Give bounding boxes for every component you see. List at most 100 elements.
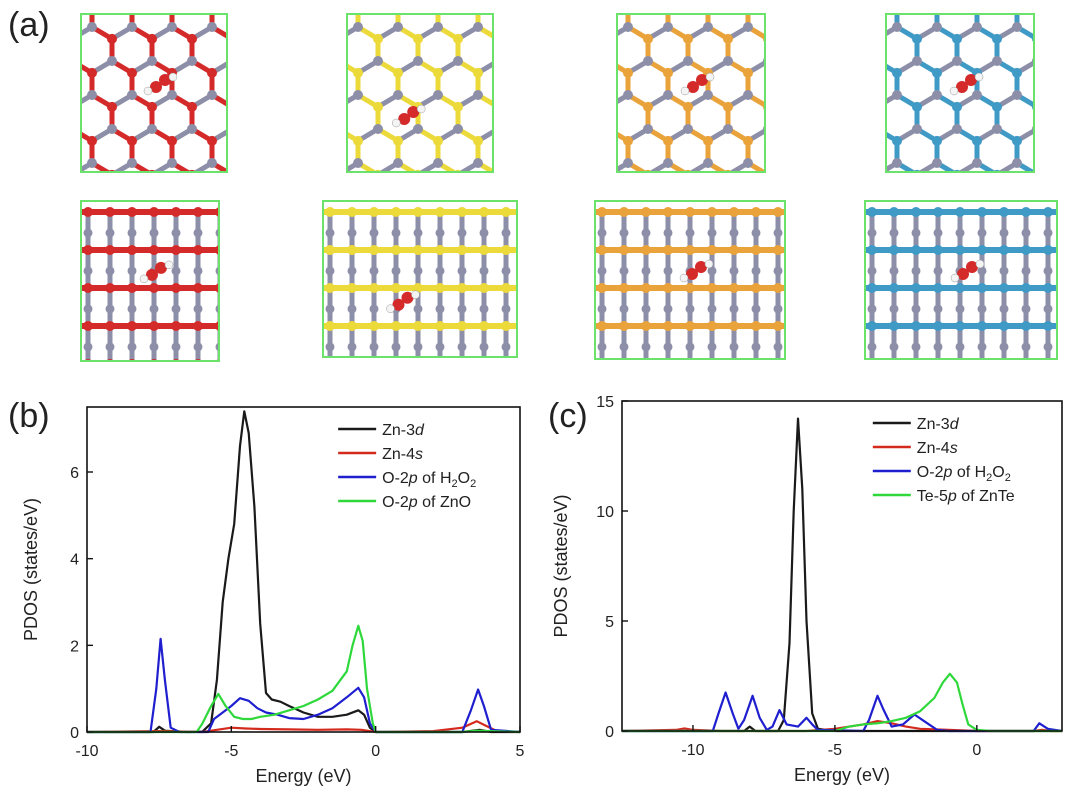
zn-atom — [83, 342, 93, 352]
anion-atom — [457, 283, 467, 293]
zn-atom — [413, 266, 423, 276]
anion-atom — [955, 359, 965, 360]
zn-atom — [87, 90, 97, 100]
anion-atom — [373, 33, 383, 44]
anion-atom — [87, 67, 97, 78]
zn-atom — [87, 22, 97, 32]
anion-atom — [992, 33, 1002, 44]
anion-atom — [933, 359, 943, 360]
anion-atom — [453, 33, 463, 44]
zn-atom — [773, 266, 783, 276]
anion-atom — [107, 359, 113, 360]
series-line — [86, 720, 521, 734]
structure-top-znse — [616, 13, 766, 173]
anion-atom — [105, 245, 115, 255]
legend-label: Zn-3d — [382, 422, 425, 439]
anion-atom — [707, 283, 717, 293]
y-tick-label: 5 — [605, 614, 614, 631]
anion-atom — [977, 321, 987, 331]
anion-atom — [457, 245, 467, 255]
oxygen-atom — [407, 106, 420, 118]
anion-atom — [597, 245, 607, 255]
anion-atom — [413, 321, 423, 331]
zn-atom — [911, 342, 921, 352]
anion-atom — [685, 321, 695, 331]
anion-atom — [215, 321, 218, 331]
hydrogen-atom — [386, 304, 395, 313]
zn-atom — [347, 342, 357, 352]
hydrogen-atom — [391, 118, 401, 128]
zn-atom — [373, 56, 383, 66]
anion-atom — [977, 359, 987, 360]
anion-atom — [149, 207, 159, 217]
anion-atom — [972, 135, 982, 146]
anion-atom — [457, 321, 467, 331]
zn-atom — [933, 228, 943, 238]
anion-atom — [108, 169, 116, 171]
anion-atom — [393, 67, 403, 78]
anion-atom — [207, 135, 217, 146]
zn-atom — [707, 266, 717, 276]
anion-atom — [171, 283, 181, 293]
anion-atom — [911, 321, 921, 331]
zn-atom — [83, 228, 93, 238]
zn-atom — [751, 342, 761, 352]
anion-atom — [763, 103, 764, 110]
zn-atom — [207, 22, 217, 32]
series-group — [621, 417, 1063, 733]
zn-atom — [597, 304, 607, 314]
anion-atom — [127, 67, 137, 78]
hydrogen-atom — [143, 86, 153, 96]
anion-atom — [127, 245, 137, 255]
anion-atom — [171, 245, 181, 255]
anion-atom — [992, 101, 1002, 112]
anion-atom — [479, 207, 489, 217]
zn-atom — [227, 124, 228, 134]
legend-label: O-2p of H2O2 — [382, 470, 476, 490]
anion-atom — [619, 207, 629, 217]
zn-atom — [999, 342, 1009, 352]
zn-atom — [972, 22, 982, 32]
anion-atom — [773, 321, 783, 331]
zn-atom — [763, 126, 764, 132]
anion-atom — [435, 321, 445, 331]
anion-atom — [889, 245, 899, 255]
structure-side-zno — [80, 200, 220, 362]
anion-atom — [414, 169, 422, 171]
zn-atom — [435, 266, 445, 276]
hydrogen-atom — [416, 104, 426, 114]
anion-atom — [1043, 321, 1053, 331]
anion-atom — [685, 359, 695, 360]
zn-atom — [683, 124, 693, 134]
zn-atom — [413, 342, 423, 352]
zn-atom — [347, 304, 357, 314]
anion-atom — [952, 101, 962, 112]
anion-atom — [105, 283, 115, 293]
zn-atom — [911, 266, 921, 276]
zn-atom — [867, 228, 877, 238]
anion-atom — [215, 283, 218, 293]
anion-atom — [195, 359, 201, 360]
zn-atom — [147, 56, 157, 66]
anion-atom — [188, 169, 196, 171]
hydrogen-atom — [949, 86, 959, 96]
y-tick-label: 10 — [596, 504, 614, 521]
anion-atom — [435, 283, 445, 293]
anion-atom — [729, 359, 739, 360]
zn-atom — [193, 266, 203, 276]
zn-atom — [619, 342, 629, 352]
anion-atom — [1043, 207, 1053, 217]
x-tick-label: -10 — [75, 743, 98, 760]
anion-atom — [953, 169, 961, 171]
zn-atom — [433, 90, 443, 100]
oxygen-atom — [155, 261, 167, 274]
anion-atom — [751, 321, 761, 331]
zn-atom — [955, 342, 965, 352]
zn-atom — [127, 90, 137, 100]
anion-atom — [619, 359, 629, 360]
anion-atom — [501, 321, 511, 331]
zn-atom — [1043, 266, 1053, 276]
plot-frame — [621, 400, 1063, 732]
zn-atom — [227, 56, 228, 66]
zn-atom — [373, 124, 383, 134]
